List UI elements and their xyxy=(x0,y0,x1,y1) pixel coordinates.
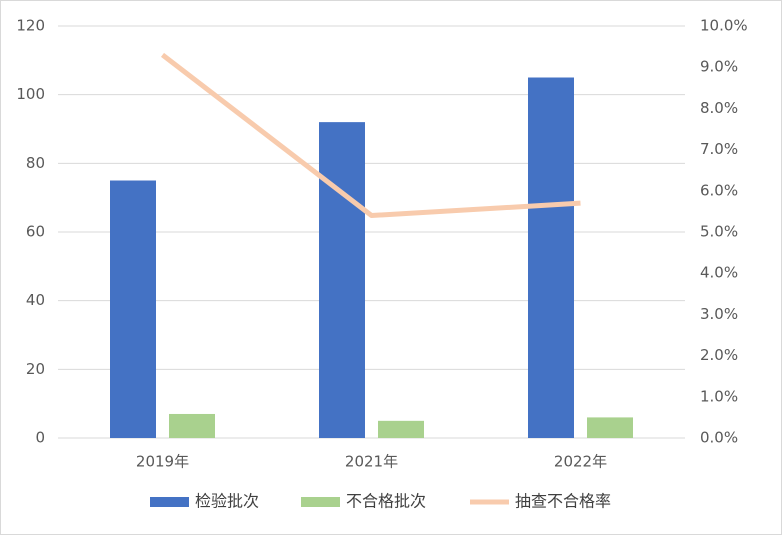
bar xyxy=(587,417,633,438)
y-tick-label: 60 xyxy=(26,223,45,241)
y-tick-label: 0 xyxy=(35,429,45,447)
legend-swatch xyxy=(301,497,340,507)
y2-tick-label: 6.0% xyxy=(700,181,738,199)
bar xyxy=(378,420,424,438)
y2-tick-label: 4.0% xyxy=(700,264,738,282)
y2-tick-label: 10.0% xyxy=(700,17,748,35)
y2-tick-label: 3.0% xyxy=(700,305,738,323)
x-tick-label: 2022年 xyxy=(554,453,607,471)
y2-tick-label: 0.0% xyxy=(700,429,738,447)
y-tick-label: 120 xyxy=(16,17,45,35)
legend-label: 抽查不合格率 xyxy=(515,492,611,511)
y2-tick-label: 7.0% xyxy=(700,140,738,158)
y-tick-label: 100 xyxy=(16,85,45,103)
y2-tick-label: 8.0% xyxy=(700,99,738,117)
y2-tick-label: 1.0% xyxy=(700,387,738,405)
y2-tick-label: 5.0% xyxy=(700,223,738,241)
y2-tick-label: 9.0% xyxy=(700,58,738,76)
legend-label: 检验批次 xyxy=(195,492,259,511)
y-tick-label: 40 xyxy=(26,291,45,309)
y-tick-label: 80 xyxy=(26,154,45,172)
legend-label: 不合格批次 xyxy=(346,492,426,511)
x-tick-label: 2021年 xyxy=(345,453,398,471)
y2-tick-label: 2.0% xyxy=(700,346,738,364)
line-series xyxy=(160,52,581,219)
bar xyxy=(319,122,365,438)
x-tick-label: 2019年 xyxy=(136,453,189,471)
y-tick-label: 20 xyxy=(26,360,45,378)
bar xyxy=(169,413,215,438)
bar xyxy=(528,77,574,438)
bar xyxy=(110,180,156,438)
legend-swatch xyxy=(150,497,189,507)
